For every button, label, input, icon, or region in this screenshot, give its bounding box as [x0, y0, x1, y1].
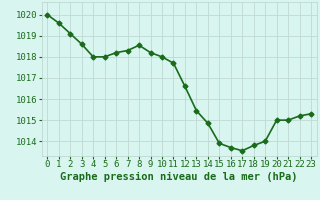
X-axis label: Graphe pression niveau de la mer (hPa): Graphe pression niveau de la mer (hPa) [60, 172, 298, 182]
